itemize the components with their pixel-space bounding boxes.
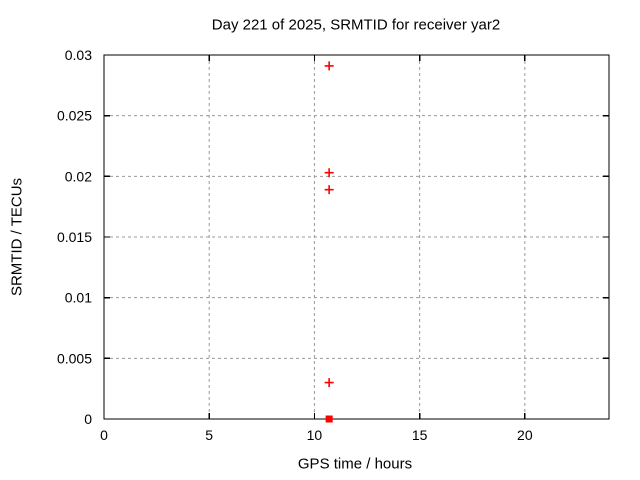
x-axis-title: GPS time / hours [297,455,413,473]
x-tick-label: 20 [517,427,533,443]
y-tick-label: 0 [84,411,92,427]
x-tick-label: 10 [307,427,323,443]
x-tick-label: 15 [412,427,428,443]
data-point-plus-marker [324,168,334,178]
y-tick-label: 0.025 [57,108,92,124]
x-tick-label: 5 [205,427,213,443]
y-tick-label: 0.015 [57,229,92,245]
y-tick-label: 0.02 [65,168,92,184]
y-axis-title: SRMTID / TECUs [8,177,26,297]
data-point-plus-marker [324,378,334,388]
y-tick-label: 0.01 [65,290,92,306]
data-point-square-marker [325,415,333,423]
x-tick-label: 0 [100,427,108,443]
data-point-plus-marker [324,185,334,195]
chart-title: Day 221 of 2025, SRMTID for receiver yar… [211,16,501,34]
y-tick-label: 0.005 [57,350,92,366]
y-tick-label: 0.03 [65,47,92,63]
data-point-plus-marker [324,61,334,71]
